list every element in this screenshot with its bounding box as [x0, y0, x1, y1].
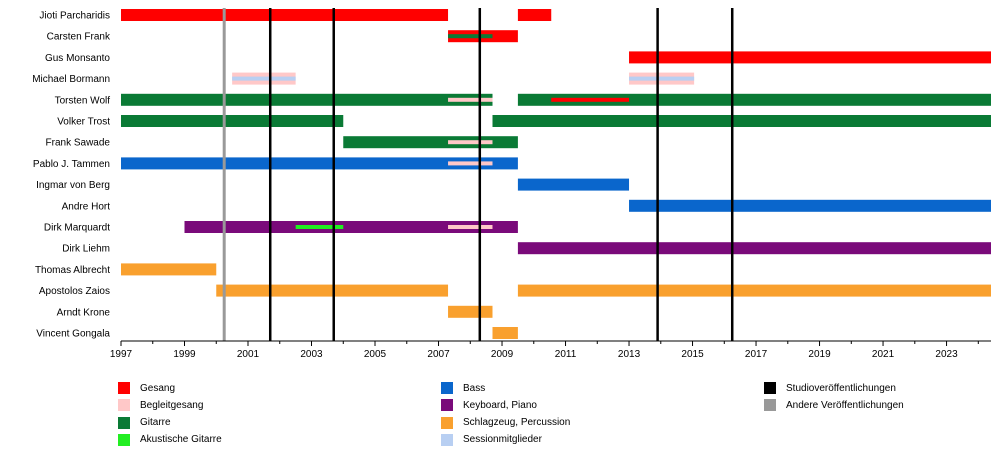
- x-tick-label-1999: 1999: [173, 349, 196, 360]
- x-tick-label-2009: 2009: [491, 349, 514, 360]
- legend-swatch: [441, 416, 453, 429]
- x-tick-label-2003: 2003: [300, 349, 323, 360]
- x-tick-label-2005: 2005: [364, 349, 387, 360]
- bar-guitar-8: [121, 115, 344, 127]
- x-tick-label-2001: 2001: [237, 349, 260, 360]
- legend-label: Keyboard, Piano: [463, 399, 537, 411]
- legend-swatch: [118, 382, 130, 394]
- bar-drums-16: [121, 263, 217, 276]
- member-label-frank-sawade: Frank Sawade: [46, 138, 111, 149]
- x-axis: 1997 1999 2001 2003 2005 2007 2009 2011 2013 2015…: [110, 340, 991, 360]
- legend-item-acoustic-guitar: Akustische Gitarre: [118, 433, 222, 446]
- legend-swatch: [764, 399, 776, 412]
- bar-drums-17: [216, 284, 449, 297]
- bar-vocals-1: [517, 9, 552, 21]
- sub-bar-backing-vocals-5: [448, 140, 493, 145]
- member-label-arndt-krone: Arndt Krone: [57, 307, 111, 318]
- member-label-andre-hort: Andre Hort: [62, 201, 111, 212]
- member-label-gus-monsanto: Gus Monsanto: [45, 53, 110, 64]
- bar-guitar-10: [343, 136, 518, 149]
- x-tick-label-2023: 2023: [935, 349, 958, 360]
- legend-label: Akustische Gitarre: [140, 434, 222, 446]
- legend-label: Studioveröffentlichungen: [786, 382, 896, 394]
- member-label-pablo-j-tammen: Pablo J. Tammen: [33, 159, 110, 170]
- legend-item-session: Sessionmitglieder: [441, 433, 542, 446]
- sub-bar-guitar-0: [448, 34, 493, 39]
- legend-item-other-release: Andere Veröffentlichungen: [764, 399, 904, 412]
- legend-label: Gitarre: [140, 417, 171, 429]
- legend-label: Sessionmitglieder: [463, 434, 542, 446]
- sub-bar-session-1: [232, 76, 296, 81]
- bar-bass-13: [629, 199, 991, 212]
- member-label-apostolos-zaios: Apostolos Zaios: [39, 286, 110, 297]
- legend-swatch: [118, 416, 130, 429]
- member-name-labels: Jioti Parcharidis Carsten Frank Gus Monsan…: [32, 11, 111, 340]
- bar-guitar-6: [121, 93, 493, 106]
- member-label-carsten-frank: Carsten Frank: [47, 32, 111, 43]
- sub-bar-backing-vocals-6: [448, 161, 493, 166]
- member-label-thomas-albrecht: Thomas Albrecht: [35, 265, 110, 276]
- member-label-ingmar-von-berg: Ingmar von Berg: [36, 180, 110, 191]
- sub-bar-backing-vocals-3: [448, 97, 493, 102]
- legend-item-backing-vocals: Begleitgesang: [118, 399, 204, 412]
- sub-bar-acoustic-guitar-7: [295, 225, 344, 229]
- x-tick-label-2007: 2007: [427, 349, 450, 360]
- legend-label: Bass: [463, 382, 486, 394]
- bar-vocals-3: [629, 51, 991, 64]
- member-label-dirk-marquardt: Dirk Marquardt: [44, 223, 110, 234]
- bar-vocals-0: [121, 9, 449, 21]
- sub-bar-backing-vocals-8: [448, 225, 493, 229]
- x-tick-label-2015: 2015: [681, 349, 704, 360]
- release-lines: [222, 8, 734, 341]
- bar-drums-19: [448, 305, 493, 318]
- legend-item-bass: Bass: [441, 382, 485, 394]
- legend-swatch: [441, 433, 453, 446]
- legend-label: Begleitgesang: [140, 399, 204, 411]
- legend-swatch: [764, 382, 776, 394]
- bar-bass-12: [517, 178, 630, 191]
- bar-drums-18: [517, 284, 991, 297]
- bar-bass-11: [121, 157, 518, 170]
- bar-keyboard-15: [517, 242, 991, 255]
- member-bars: [121, 9, 991, 339]
- x-tick-label-1997: 1997: [110, 349, 133, 360]
- legend-swatch: [441, 382, 453, 394]
- x-tick-label-2021: 2021: [872, 349, 895, 360]
- legend-swatch: [118, 433, 130, 446]
- x-tick-label-2019: 2019: [808, 349, 831, 360]
- x-tick-label-2013: 2013: [618, 349, 641, 360]
- legend-item-keyboard: Keyboard, Piano: [441, 399, 537, 412]
- legend-item-guitar: Gitarre: [118, 416, 171, 429]
- x-tick-label-2017: 2017: [745, 349, 768, 360]
- member-label-dirk-liehm: Dirk Liehm: [62, 244, 110, 255]
- sub-bar-session-2: [629, 76, 695, 81]
- x-tick-label-2011: 2011: [555, 349, 577, 360]
- member-label-torsten-wolf: Torsten Wolf: [55, 95, 111, 106]
- bar-keyboard-14: [184, 221, 518, 233]
- bar-guitar-7: [517, 93, 991, 106]
- member-label-vincent-gongala: Vincent Gongala: [36, 329, 110, 340]
- sub-bar-vocals-4: [551, 97, 630, 102]
- legend-label: Gesang: [140, 382, 176, 394]
- legend-label: Schlagzeug, Percussion: [463, 417, 571, 429]
- legend-swatch: [441, 399, 453, 412]
- member-label-volker-trost: Volker Trost: [57, 117, 110, 128]
- legend-item-drums: Schlagzeug, Percussion: [441, 416, 571, 429]
- bar-drums-20: [492, 327, 518, 339]
- member-label-michael-bormann: Michael Bormann: [32, 74, 110, 85]
- legend-swatch: [118, 399, 130, 412]
- member-label-jioti-parcharidis: Jioti Parcharidis: [39, 11, 110, 22]
- legend-label: Andere Veröffentlichungen: [786, 399, 904, 411]
- legend-item-vocals: Gesang: [118, 382, 175, 394]
- bar-guitar-9: [492, 115, 991, 127]
- legend-item-studio-release: Studioveröffentlichungen: [764, 382, 896, 394]
